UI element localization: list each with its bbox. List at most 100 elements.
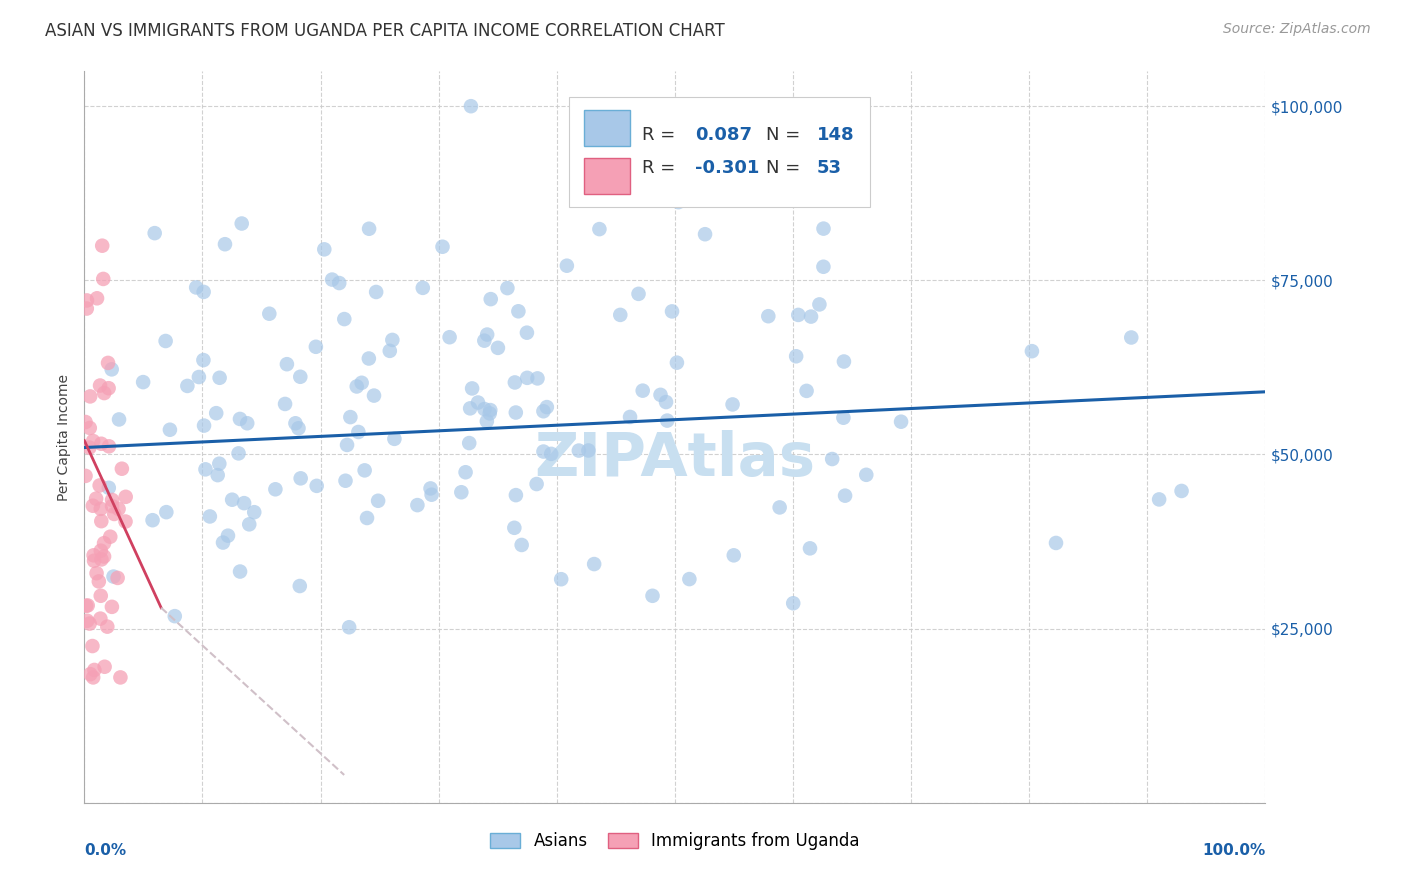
FancyBboxPatch shape	[583, 158, 630, 194]
Point	[90, 514, 112, 528]
Text: Source: ZipAtlas.com: Source: ZipAtlas.com	[1223, 22, 1371, 37]
Point	[205, 406, 228, 420]
Text: R =: R =	[641, 160, 681, 178]
Point	[516, 326, 538, 340]
FancyBboxPatch shape	[583, 110, 630, 146]
Point	[1021, 344, 1043, 359]
Point	[84, 491, 107, 506]
Point	[412, 281, 434, 295]
Point	[363, 388, 385, 402]
Text: 100.0%: 100.0%	[1202, 843, 1265, 858]
Point	[193, 353, 215, 368]
Point	[83, 663, 105, 677]
Point	[90, 589, 112, 603]
Point	[1045, 536, 1067, 550]
Point	[79, 616, 101, 631]
Point	[75, 415, 97, 429]
Point	[450, 485, 472, 500]
Point	[76, 301, 98, 316]
Point	[533, 444, 555, 458]
Point	[367, 493, 389, 508]
Point	[238, 517, 260, 532]
Text: 148: 148	[817, 127, 855, 145]
Point	[641, 589, 664, 603]
Point	[229, 565, 252, 579]
Point	[359, 221, 381, 235]
Point	[356, 511, 378, 525]
Point	[796, 384, 818, 398]
Text: -0.301: -0.301	[695, 160, 759, 178]
Point	[785, 349, 807, 363]
Point	[381, 333, 404, 347]
Point	[832, 410, 855, 425]
Point	[813, 260, 835, 274]
Point	[661, 304, 683, 318]
Point	[540, 447, 562, 461]
Point	[472, 334, 495, 348]
Point	[609, 308, 631, 322]
Point	[193, 418, 215, 433]
Point	[631, 384, 654, 398]
Point	[314, 243, 336, 257]
Text: N =: N =	[766, 160, 806, 178]
Point	[75, 599, 97, 613]
Point	[508, 304, 530, 318]
Point	[474, 402, 496, 417]
Point	[478, 406, 501, 420]
Point	[82, 499, 104, 513]
Point	[1170, 483, 1192, 498]
Point	[229, 412, 252, 426]
Text: 0.087: 0.087	[695, 127, 752, 145]
Point	[93, 386, 115, 401]
Point	[86, 291, 108, 305]
Point	[666, 195, 689, 210]
Point	[350, 376, 373, 390]
Point	[647, 188, 669, 202]
Point	[583, 557, 606, 571]
Point	[475, 327, 498, 342]
Text: ASIAN VS IMMIGRANTS FROM UGANDA PER CAPITA INCOME CORRELATION CHART: ASIAN VS IMMIGRANTS FROM UGANDA PER CAPI…	[45, 22, 724, 40]
Point	[89, 378, 111, 392]
Y-axis label: Per Capita Income: Per Capita Income	[58, 374, 72, 500]
Text: 53: 53	[817, 160, 842, 178]
Text: N =: N =	[766, 127, 806, 145]
Point	[101, 599, 124, 614]
Point	[678, 572, 700, 586]
Point	[657, 414, 679, 428]
Point	[505, 405, 527, 419]
Text: R =: R =	[641, 127, 681, 145]
Point	[79, 421, 101, 435]
Point	[290, 369, 312, 384]
Point	[111, 461, 134, 475]
Point	[276, 357, 298, 371]
Point	[366, 285, 388, 299]
Point	[89, 612, 111, 626]
Point	[212, 535, 235, 549]
Point	[208, 371, 231, 385]
Point	[132, 375, 155, 389]
Point	[800, 310, 823, 324]
Point	[439, 330, 461, 344]
Point	[321, 272, 343, 286]
Legend: Asians, Immigrants from Uganda: Asians, Immigrants from Uganda	[484, 825, 866, 856]
Point	[76, 293, 98, 308]
Point	[155, 505, 177, 519]
Point	[333, 312, 356, 326]
Point	[274, 397, 297, 411]
Point	[576, 443, 599, 458]
Point	[82, 670, 104, 684]
Point	[186, 280, 208, 294]
Point	[93, 536, 115, 550]
Point	[198, 509, 221, 524]
Point	[89, 478, 111, 492]
Point	[808, 297, 831, 311]
Point	[357, 351, 380, 366]
Point	[346, 379, 368, 393]
Point	[176, 379, 198, 393]
Point	[97, 439, 120, 453]
Point	[93, 659, 115, 673]
Point	[510, 538, 533, 552]
Point	[486, 341, 509, 355]
Point	[90, 436, 112, 450]
Point	[221, 492, 243, 507]
